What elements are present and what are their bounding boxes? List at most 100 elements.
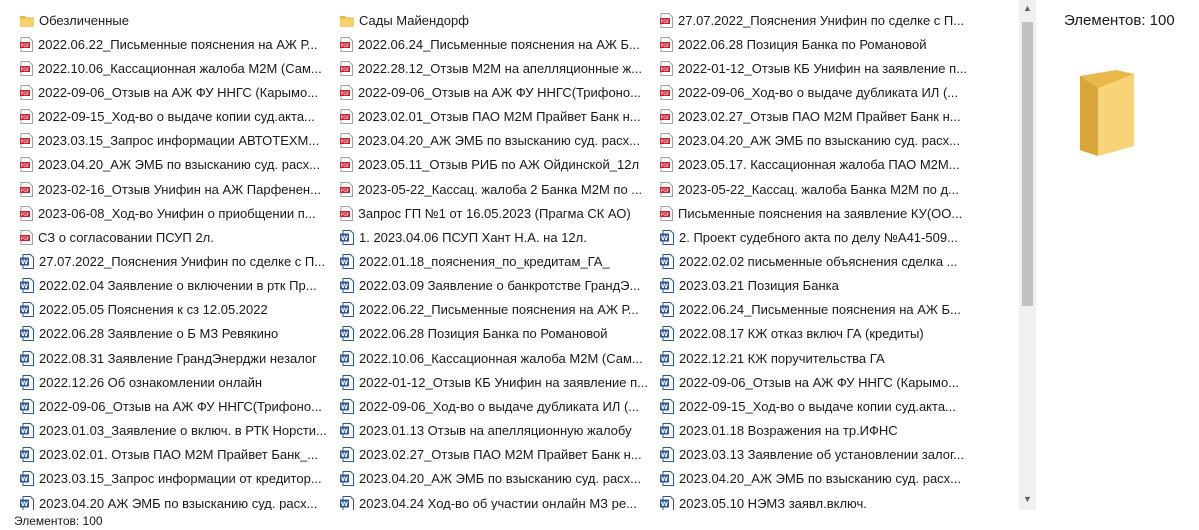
file-item[interactable]: W 2023.04.20_АЖ ЭМБ по взысканию суд. рас… <box>340 468 650 490</box>
svg-text:W: W <box>661 451 668 459</box>
svg-text:PDF: PDF <box>661 18 670 24</box>
file-item[interactable]: W 2022.03.09 Заявление о банкротстве Гран… <box>340 275 650 297</box>
file-icon: PDF <box>660 181 673 197</box>
file-icon: PDF <box>660 109 673 125</box>
file-icon: W <box>20 350 34 366</box>
file-icon: PDF <box>340 133 353 149</box>
file-item[interactable]: W 2022.01.18_пояснения_по_кредитам_ГА_ <box>340 251 650 273</box>
file-item[interactable]: W 2022.08.31 Заявление ГрандЭнерджи незал… <box>20 347 330 369</box>
file-item[interactable]: W 2023.03.21 Позиция Банка <box>660 275 970 297</box>
file-item[interactable]: W 2022-09-15_Ход-во о выдаче копии суд.ак… <box>660 395 970 417</box>
svg-text:W: W <box>341 282 348 290</box>
file-item[interactable]: W 2022.02.04 Заявление о включении в ртк … <box>20 275 330 297</box>
file-item[interactable]: W 2022.06.28 Заявление о Б МЗ Ревякино <box>20 323 330 345</box>
scrollbar[interactable]: ▲ ▼ <box>1019 0 1036 510</box>
file-item[interactable]: W 2022.06.24_Письменные пояснения на АЖ Б… <box>660 299 970 321</box>
file-icon: W <box>20 495 34 510</box>
file-item[interactable]: PDF 27.07.2022_Пояснения Унифин по сделке… <box>660 9 970 31</box>
file-icon: W <box>20 374 34 390</box>
file-item[interactable]: PDF 2022-09-15_Ход-во о выдаче копии суд.… <box>20 106 330 128</box>
file-icon: W <box>20 398 34 414</box>
file-icon: W <box>20 423 34 439</box>
file-item[interactable]: PDF СЗ о согласовании ПСУП 2л. <box>20 226 330 248</box>
svg-text:PDF: PDF <box>661 42 670 48</box>
file-item[interactable]: W 2023.05.10 НЭМЗ заявл.включ. <box>660 492 970 510</box>
file-item[interactable]: PDF 2022-09-06_Отзыв на АЖ ФУ ННГС(Трифон… <box>340 81 650 103</box>
file-item[interactable]: PDF Запрос ГП №1 от 16.05.2023 (Прагма СК… <box>340 202 650 224</box>
file-item[interactable]: PDF 2023-05-22_Кассац. жалоба 2 Банка М2М… <box>340 178 650 200</box>
file-item[interactable]: PDF 2023.05.17. Кассационная жалоба ПАО М… <box>660 154 970 176</box>
svg-text:W: W <box>341 306 348 314</box>
file-name: 2023.04.20 АЖ ЭМБ по взысканию суд. расх… <box>39 495 318 511</box>
file-item[interactable]: PDF 2022.28.12_Отзыв М2М на апелляционные… <box>340 57 650 79</box>
file-item[interactable]: Обезличенные <box>20 9 330 31</box>
file-item[interactable]: PDF 2023.03.15_Запрос информации АВТОТЕХМ… <box>20 130 330 152</box>
file-item[interactable]: W 27.07.2022_Пояснения Унифин по сделке с… <box>20 251 330 273</box>
file-item[interactable]: W 2022.12.21 КЖ поручительства ГА <box>660 347 970 369</box>
file-item[interactable]: PDF 2022.06.22_Письменные пояснения на АЖ… <box>20 33 330 55</box>
scroll-thumb[interactable] <box>1022 22 1033 306</box>
file-item[interactable]: W 2023.04.20_АЖ ЭМБ по взысканию суд. рас… <box>660 468 970 490</box>
file-item[interactable]: PDF 2022.06.24_Письменные пояснения на АЖ… <box>340 33 650 55</box>
file-item[interactable]: PDF 2023.02.01_Отзыв ПАО М2М Прайвет Банк… <box>340 106 650 128</box>
file-item[interactable]: W 2022.05.05 Пояснения к сз 12.05.2022 <box>20 299 330 321</box>
file-item[interactable]: W 2023.01.13 Отзыв на апелляционную жалоб… <box>340 420 650 442</box>
file-item[interactable]: W 2023.04.20 АЖ ЭМБ по взысканию суд. рас… <box>20 492 330 510</box>
file-item[interactable]: W 2022.02.02 письменные объяснения сделка… <box>660 251 970 273</box>
svg-text:W: W <box>341 379 348 387</box>
file-icon: PDF <box>20 84 33 100</box>
svg-text:W: W <box>341 403 348 411</box>
file-item[interactable]: PDF Письменные пояснения на заявление КУ(… <box>660 202 970 224</box>
file-item[interactable]: PDF 2023.05.11_Отзыв РИБ по АЖ Ойдинской_… <box>340 154 650 176</box>
file-item[interactable]: W 2023.01.18 Возражения на тр.ИФНС <box>660 420 970 442</box>
svg-text:W: W <box>661 379 668 387</box>
file-item[interactable]: W 2023.02.27_Отзыв ПАО М2М Прайвет Банк н… <box>340 444 650 466</box>
file-item[interactable]: W 2022-09-06_Отзыв на АЖ ФУ ННГС (Карымо.… <box>660 371 970 393</box>
file-item[interactable]: W 2023.03.13 Заявление об установлении за… <box>660 444 970 466</box>
file-item[interactable]: W 2022.12.26 Об ознакомлении онлайн <box>20 371 330 393</box>
file-item[interactable]: Сады Майендорф <box>340 9 650 31</box>
svg-text:PDF: PDF <box>341 187 350 193</box>
file-item[interactable]: W 2023.03.15_Запрос информации от кредито… <box>20 468 330 490</box>
file-icon: W <box>340 254 354 269</box>
svg-text:PDF: PDF <box>21 236 30 242</box>
file-item[interactable]: PDF 2023-05-22_Кассац. жалоба Банка М2М п… <box>660 178 970 200</box>
file-item[interactable]: PDF 2022-09-06_Ход-во о выдаче дубликата … <box>660 81 970 103</box>
file-item[interactable]: PDF 2023.02.27_Отзыв ПАО М2М Прайвет Банк… <box>660 106 970 128</box>
file-item[interactable]: PDF 2022.06.28 Позиция Банка по Романовой <box>660 33 970 55</box>
file-name: 2023.04.24 Ход-во об участии онлайн МЗ р… <box>359 495 637 511</box>
file-item[interactable]: PDF 2023-06-08_Ход-во Унифин о приобщении… <box>20 202 330 224</box>
file-item[interactable]: W 2023.02.01. Отзыв ПАО М2М Прайвет Банк_… <box>20 444 330 466</box>
file-item[interactable]: PDF 2023.04.20_АЖ ЭМБ по взысканию суд. р… <box>340 130 650 152</box>
file-item[interactable]: W 2022.08.17 КЖ отказ включ ГА (кредиты) <box>660 323 970 345</box>
file-item[interactable]: PDF 2023-02-16_Отзыв Унифин на АЖ Парфене… <box>20 178 330 200</box>
file-item[interactable]: W 2022-09-06_Отзыв на АЖ ФУ ННГС(Трифоно.… <box>20 395 330 417</box>
file-icon: W <box>660 254 674 269</box>
file-icon: PDF <box>340 36 353 52</box>
file-item[interactable]: W 2023.01.03_Заявление о включ. в РТК Нор… <box>20 420 330 442</box>
file-icon: W <box>660 350 674 366</box>
file-item[interactable]: W 1. 2023.04.06 ПСУП Хант Н.А. на 12л. <box>340 226 650 248</box>
file-item[interactable]: W 2022.06.22_Письменные пояснения на АЖ Р… <box>340 299 650 321</box>
scroll-down[interactable]: ▼ <box>1023 494 1032 504</box>
file-name: 2023-05-22_Кассац. жалоба 2 Банка М2М по… <box>358 181 643 197</box>
file-name: 2023.04.20_АЖ ЭМБ по взысканию суд. расх… <box>358 133 641 149</box>
file-name: 2022-09-15_Ход-во о выдаче копии суд.акт… <box>679 398 956 414</box>
file-item[interactable]: W 2022-09-06_Ход-во о выдаче дубликата ИЛ… <box>340 395 650 417</box>
file-item[interactable]: PDF 2022-09-06_Отзыв на АЖ ФУ ННГС (Карым… <box>20 81 330 103</box>
file-item[interactable]: W 2022.10.06_Кассационная жалоба М2М (Сам… <box>340 347 650 369</box>
file-item[interactable]: W 2022.06.28 Позиция Банка по Романовой <box>340 323 650 345</box>
file-item[interactable]: W 2023.04.24 Ход-во об участии онлайн МЗ … <box>340 492 650 510</box>
file-item[interactable]: W 2. Проект судебного акта по делу №А41-5… <box>660 226 970 248</box>
svg-text:PDF: PDF <box>341 163 350 169</box>
file-icon: W <box>660 302 674 318</box>
file-item[interactable]: W 2022-01-12_Отзыв КБ Унифин на заявление… <box>340 371 650 393</box>
scroll-up[interactable]: ▲ <box>1023 3 1032 13</box>
file-item[interactable]: PDF 2022-01-12_Отзыв КБ Унифин на заявлен… <box>660 57 970 79</box>
file-item[interactable]: PDF 2022.10.06_Кассационная жалоба М2М (С… <box>20 57 330 79</box>
svg-text:W: W <box>661 258 668 266</box>
file-item[interactable]: PDF 2023.04.20_АЖ ЭМБ по взысканию суд. р… <box>660 130 970 152</box>
file-item[interactable]: PDF 2023.04.20_АЖ ЭМБ по взысканию суд. р… <box>20 154 330 176</box>
file-name: Запрос ГП №1 от 16.05.2023 (Прагма СК АО… <box>358 205 631 221</box>
file-icon: W <box>340 374 354 390</box>
